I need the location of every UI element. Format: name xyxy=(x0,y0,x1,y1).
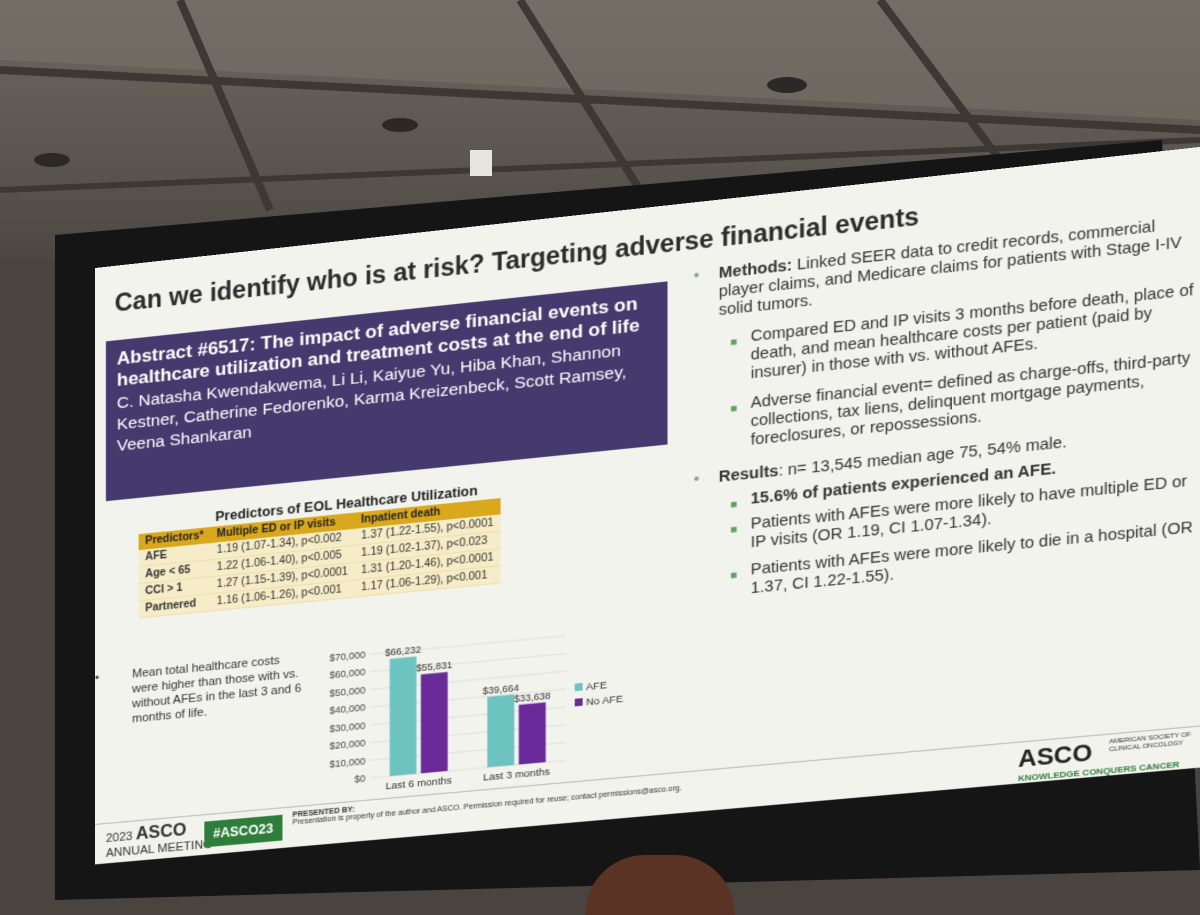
legend-swatch xyxy=(575,683,583,691)
y-tick-label: $70,000 xyxy=(329,650,366,664)
y-tick-label: $10,000 xyxy=(329,756,366,770)
y-tick-label: $0 xyxy=(354,774,366,786)
cost-bar-chart: $0 $10,000 $20,000 $30,000 $40,000 $50,000 $60… xyxy=(309,613,668,797)
legend-label: No AFE xyxy=(586,694,623,708)
x-tick-label: Last 3 months xyxy=(483,767,550,784)
costs-bullet: • Mean total healthcare costs were highe… xyxy=(95,651,303,730)
hashtag-badge: #ASCO23 xyxy=(204,815,282,848)
bullet-icon: • xyxy=(694,471,700,490)
presentation-slide: Can we identify who is at risk? Targetin… xyxy=(95,144,1200,865)
right-column: • Methods: Linked SEER data to credit re… xyxy=(719,213,1200,602)
abstract-box: Abstract #6517: The impact of adverse fi… xyxy=(106,281,668,501)
bar xyxy=(519,702,546,764)
y-tick-label: $20,000 xyxy=(329,738,366,752)
square-bullet-icon: ■ xyxy=(730,399,737,418)
legend-swatch xyxy=(575,698,583,706)
square-bullet-icon: ■ xyxy=(730,520,737,539)
asco-society-name: AMERICAN SOCIETY OF CLINICAL ONCOLOGY xyxy=(1109,730,1200,755)
square-bullet-icon: ■ xyxy=(730,333,737,352)
y-tick-label: $60,000 xyxy=(329,667,366,681)
predictors-table: Predictors* Multiple ED or IP visits Inp… xyxy=(139,498,501,618)
y-tick-label: $50,000 xyxy=(329,685,366,699)
annual-meeting-logo: 2023 ASCO ANNUAL MEETING xyxy=(106,819,213,860)
bar xyxy=(487,694,514,767)
bullet-icon: • xyxy=(694,267,700,286)
bar xyxy=(390,656,417,776)
costs-bullet-text: Mean total healthcare costs were higher … xyxy=(132,651,303,727)
meeting-year: 2023 xyxy=(106,830,133,845)
x-tick-label: Last 6 months xyxy=(385,775,452,792)
bar xyxy=(421,672,448,773)
bullet-icon: • xyxy=(95,670,99,685)
results-label: Results xyxy=(719,463,779,486)
y-tick-label: $30,000 xyxy=(329,720,366,734)
y-tick-label: $40,000 xyxy=(329,703,366,717)
square-bullet-icon: ■ xyxy=(730,566,737,585)
square-bullet-icon: ■ xyxy=(730,495,737,514)
legend-label: AFE xyxy=(586,680,607,693)
